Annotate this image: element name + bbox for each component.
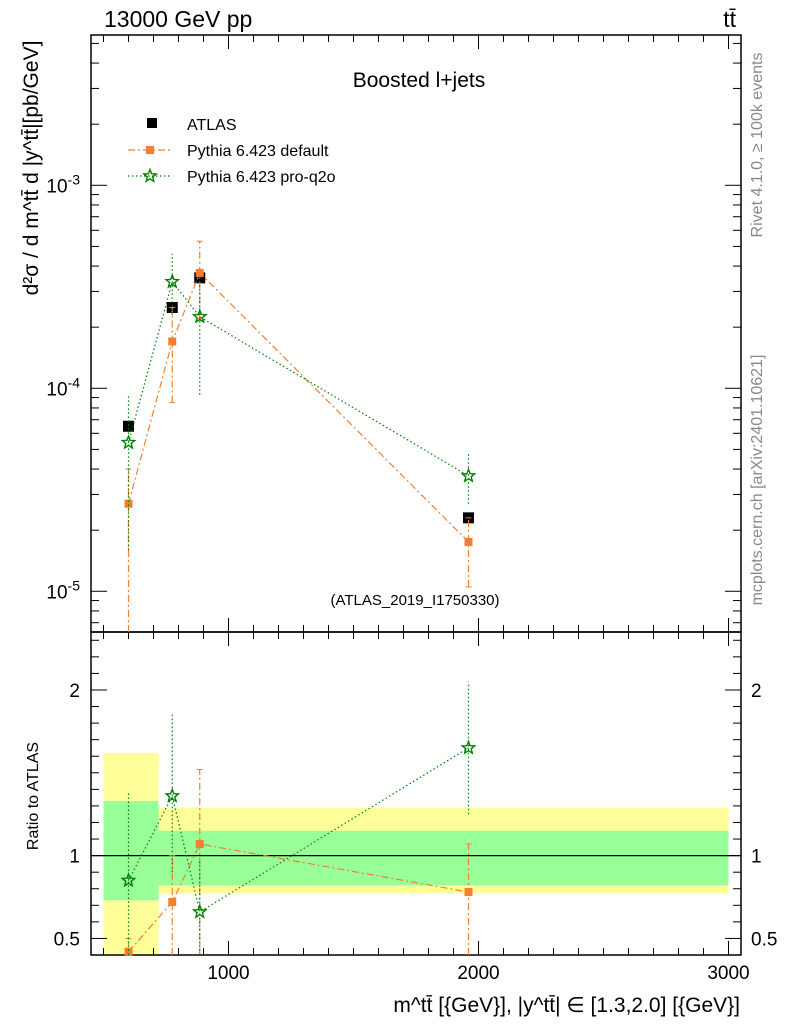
- x-tick-label: 3000: [707, 963, 749, 984]
- ratio-band-inner: [186, 830, 216, 886]
- rivet-note: Rivet 4.1.0, ≥ 100k events: [749, 53, 766, 238]
- ratio-y-axis-label: Ratio to ATLAS: [25, 742, 42, 850]
- ratio-series: [120, 681, 477, 956]
- data-point-pythia-pro-q2o: [460, 467, 477, 483]
- legend-marker-pythia-default: [146, 146, 154, 154]
- ratio-point-pythia-pro-q2o: [120, 872, 137, 888]
- data-point-pythia-default: [168, 337, 177, 346]
- ratio-panel-frame: [90, 631, 742, 956]
- axis-tick-labels: 1000 2000 3000 10-5 10-4 10-3 0.5 0.5 1 1 2 2: [46, 171, 777, 984]
- ratio-point-pythia-pro-q2o: [164, 787, 181, 803]
- ratio-band-inner: [103, 800, 159, 901]
- x-axis-label: m^tt̄ [{GeV}], |y^tt̄| ∈ [1.3,2.0] [{GeV…: [393, 994, 740, 1017]
- legend-label-pythia-default: Pythia 6.423 default: [187, 143, 329, 160]
- legend-label-atlas: ATLAS: [187, 117, 237, 134]
- ratio-tick-label-left: 2: [69, 681, 80, 702]
- data-point-pythia-default: [464, 537, 473, 546]
- legend: ATLAS Pythia 6.423 default Pythia 6.423 …: [128, 117, 336, 186]
- chart-title: Boosted l+jets: [353, 69, 486, 92]
- main-series: [120, 240, 477, 632]
- series-line-pythia-pro-q2o: [127, 280, 469, 477]
- data-point-pythia-pro-q2o: [191, 308, 208, 324]
- legend-entry-pythia-default: Pythia 6.423 default: [128, 143, 329, 160]
- x-tick-label: 1000: [207, 963, 249, 984]
- ratio-band-inner: [216, 830, 729, 886]
- mcplots-note: mcplots.cern.ch [arXiv:2401.10621]: [749, 355, 766, 606]
- legend-marker-pythia-pro-q2o: [141, 167, 159, 183]
- legend-star-shape: [141, 167, 159, 183]
- axis-ticks: [91, 35, 741, 955]
- data-point-atlas: [123, 420, 134, 432]
- y-tick-label: 10-5: [46, 577, 80, 603]
- data-point-pythia-default: [124, 499, 133, 508]
- ratio-tick-label-left: 1: [69, 847, 80, 868]
- legend-label-pythia-pro-q2o: Pythia 6.423 pro-q2o: [187, 169, 336, 186]
- y-tick-label: 10-3: [46, 171, 80, 197]
- legend-marker-atlas: [147, 118, 157, 128]
- process-label: tt̄: [723, 6, 736, 32]
- ratio-line-pythia-default: [128, 843, 469, 953]
- ratio-tick-label-right: 2: [751, 681, 762, 702]
- data-point-pythia-pro-q2o: [120, 434, 137, 450]
- ratio-point-pythia-default: [168, 897, 177, 906]
- x-tick-label: 2000: [457, 963, 499, 984]
- ratio-point-pythia-pro-q2o: [460, 739, 477, 755]
- y-tick-label: 10-4: [46, 374, 80, 400]
- ratio-point-pythia-default: [124, 947, 133, 956]
- watermark: (ATLAS_2019_I1750330): [330, 592, 499, 609]
- ratio-point-pythia-pro-q2o: [191, 903, 208, 919]
- data-point-pythia-default: [195, 268, 204, 277]
- ratio-tick-label-right: 1: [751, 847, 762, 868]
- ratio-tick-label-right: 0.5: [751, 929, 777, 950]
- ratio-tick-label-left: 0.5: [54, 929, 80, 950]
- y-axis-label: d²σ / d m^tt̄ d |y^tt̄|[pb/GeV]: [20, 41, 43, 296]
- ratio-point-pythia-default: [195, 840, 204, 849]
- data-point-pythia-pro-q2o: [164, 273, 181, 289]
- legend-entry-atlas: ATLAS: [147, 117, 237, 134]
- ratio-point-pythia-default: [464, 888, 473, 897]
- energy-label: 13000 GeV pp: [104, 6, 252, 32]
- legend-entry-pythia-pro-q2o: Pythia 6.423 pro-q2o: [128, 167, 336, 186]
- ratio-uncertainty-bands: [91, 752, 741, 955]
